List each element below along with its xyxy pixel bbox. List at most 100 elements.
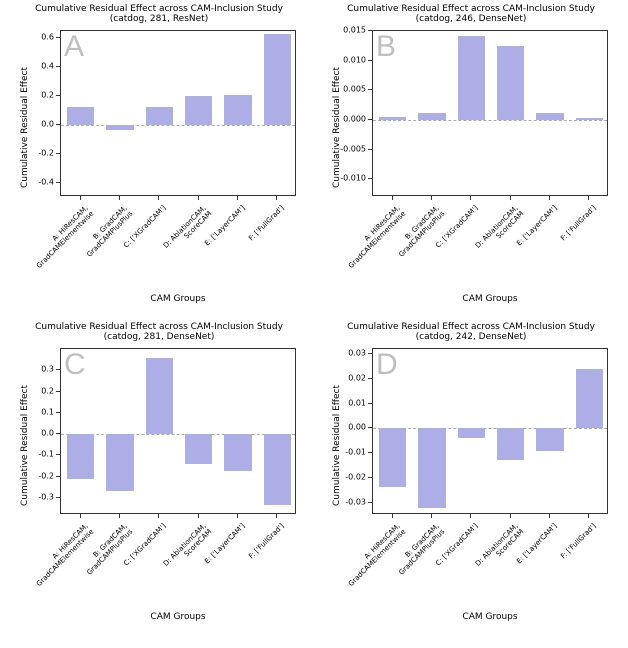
bar <box>379 428 407 486</box>
xtick <box>237 196 238 200</box>
ytick <box>368 149 372 150</box>
bar <box>418 428 446 507</box>
xtick <box>470 196 471 200</box>
y-axis-label: Cumulative Residual Effect <box>332 38 342 188</box>
bar <box>224 434 252 471</box>
xtick <box>549 514 550 518</box>
bar <box>576 369 604 428</box>
ytick <box>368 378 372 379</box>
xtick <box>80 514 81 518</box>
bar <box>67 434 95 479</box>
zero-line <box>373 428 607 429</box>
xtick <box>276 514 277 518</box>
ytick <box>56 369 60 370</box>
bar <box>106 434 134 490</box>
panel-letter: C <box>64 348 86 382</box>
bar <box>536 428 564 450</box>
xtick <box>119 514 120 518</box>
y-axis-label: Cumulative Residual Effect <box>20 38 30 188</box>
panel-letter: B <box>376 30 396 64</box>
bar <box>497 46 525 120</box>
xtick <box>392 514 393 518</box>
ytick-label: 0.015 <box>332 26 366 35</box>
xtick-label: F: ['FullGrad'] <box>522 522 598 598</box>
ytick <box>56 454 60 455</box>
xtick <box>198 196 199 200</box>
bar <box>576 118 604 120</box>
bar <box>146 107 174 125</box>
xtick <box>431 196 432 200</box>
ytick <box>368 30 372 31</box>
ytick <box>56 476 60 477</box>
xtick <box>392 196 393 200</box>
panel-title: Cumulative Residual Effect across CAM-In… <box>316 322 626 343</box>
ytick <box>56 433 60 434</box>
ytick <box>56 124 60 125</box>
x-axis-label: CAM Groups <box>372 294 608 304</box>
ytick <box>56 497 60 498</box>
ytick <box>56 182 60 183</box>
ytick <box>368 477 372 478</box>
bar <box>536 113 564 120</box>
xtick <box>158 196 159 200</box>
ytick <box>368 452 372 453</box>
xtick <box>588 514 589 518</box>
panel-title: Cumulative Residual Effect across CAM-In… <box>4 4 314 25</box>
ytick <box>368 403 372 404</box>
bar <box>224 95 252 125</box>
panel-C: Cumulative Residual Effect across CAM-In… <box>4 322 314 638</box>
bar <box>497 428 525 460</box>
xtick-label: F: ['FullGrad'] <box>210 204 286 280</box>
xtick <box>80 196 81 200</box>
xtick <box>549 196 550 200</box>
panel-B: Cumulative Residual Effect across CAM-In… <box>316 4 626 320</box>
bar <box>418 113 446 120</box>
bar <box>379 117 407 120</box>
x-axis-label: CAM Groups <box>372 612 608 622</box>
ytick <box>56 153 60 154</box>
x-axis-label: CAM Groups <box>60 612 296 622</box>
ytick <box>56 412 60 413</box>
bar <box>185 96 213 125</box>
ytick <box>368 353 372 354</box>
zero-line <box>373 120 607 121</box>
panel-D: Cumulative Residual Effect across CAM-In… <box>316 322 626 638</box>
panel-A: Cumulative Residual Effect across CAM-In… <box>4 4 314 320</box>
bar <box>106 125 134 130</box>
plot-area <box>372 348 608 514</box>
xtick <box>158 514 159 518</box>
ytick <box>368 60 372 61</box>
ytick <box>56 37 60 38</box>
ytick <box>368 178 372 179</box>
xtick <box>237 514 238 518</box>
xtick <box>510 196 511 200</box>
ytick <box>56 391 60 392</box>
panel-title: Cumulative Residual Effect across CAM-In… <box>316 4 626 25</box>
zero-line <box>61 125 295 126</box>
ytick <box>56 66 60 67</box>
bar <box>185 434 213 464</box>
ytick <box>368 119 372 120</box>
bar <box>67 107 95 125</box>
zero-line <box>61 434 295 435</box>
bar <box>458 36 486 120</box>
ytick <box>368 427 372 428</box>
plot-area <box>372 30 608 196</box>
xtick-label: F: ['FullGrad'] <box>210 522 286 598</box>
panel-letter: D <box>376 348 398 382</box>
panel-letter: A <box>64 30 84 64</box>
x-axis-label: CAM Groups <box>60 294 296 304</box>
xtick <box>276 196 277 200</box>
bar <box>264 34 292 125</box>
plot-area <box>60 348 296 514</box>
xtick-label: F: ['FullGrad'] <box>522 204 598 280</box>
bar <box>146 358 174 435</box>
xtick <box>198 514 199 518</box>
xtick <box>588 196 589 200</box>
plot-area <box>60 30 296 196</box>
xtick <box>431 514 432 518</box>
bar <box>264 434 292 505</box>
y-axis-label: Cumulative Residual Effect <box>332 356 342 506</box>
ytick <box>56 95 60 96</box>
xtick <box>470 514 471 518</box>
